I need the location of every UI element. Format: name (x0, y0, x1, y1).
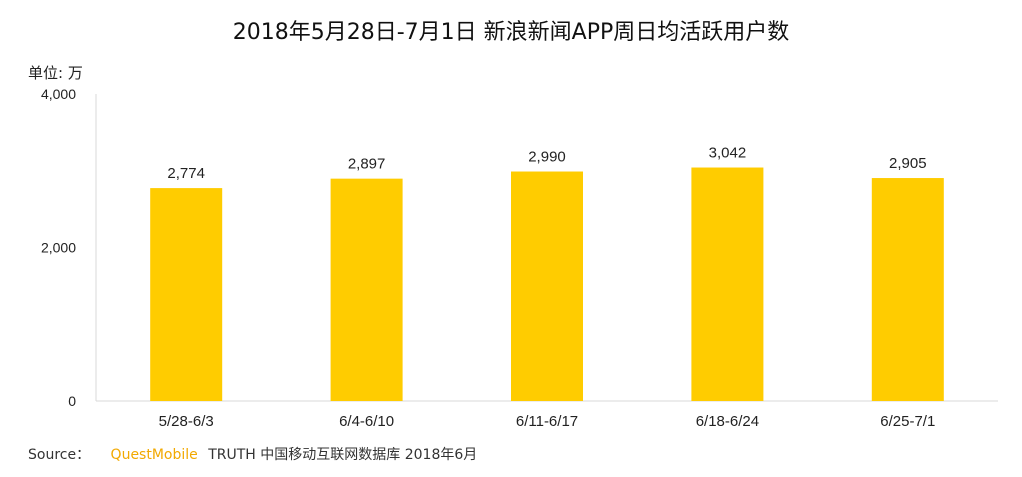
bar (691, 167, 764, 401)
bar (511, 171, 583, 401)
x-tick-label: 5/28-6/3 (159, 413, 214, 430)
y-tick-label: 2,000 (41, 240, 76, 256)
y-axis-unit-label: 单位: 万 (28, 64, 83, 82)
x-tick-label: 6/18-6/24 (696, 413, 759, 430)
source-label: Source： (28, 447, 91, 463)
x-tick-label: 6/11-6/17 (516, 413, 578, 430)
bar (330, 178, 403, 401)
bar (150, 188, 223, 401)
source-description: TRUTH 中国移动互联网数据库 2018年6月 (208, 447, 478, 463)
source-note: Source： QuestMobile TRUTH 中国移动互联网数据库 201… (28, 444, 477, 464)
chart-title: 2018年5月28日-7月1日 新浪新闻APP周日均活跃用户数 (232, 20, 790, 45)
bar (871, 178, 944, 401)
data-label: 2,774 (167, 165, 205, 182)
data-label: 2,897 (348, 156, 386, 173)
data-label: 2,990 (528, 149, 566, 166)
source-brand: QuestMobile (110, 447, 198, 463)
x-tick-label: 6/4-6/10 (339, 413, 394, 430)
y-tick-label: 0 (68, 393, 76, 409)
data-label: 3,042 (709, 145, 747, 162)
data-label: 2,905 (889, 155, 927, 172)
x-tick-label: 6/25-7/1 (880, 413, 935, 430)
y-tick-label: 4,000 (41, 86, 76, 102)
